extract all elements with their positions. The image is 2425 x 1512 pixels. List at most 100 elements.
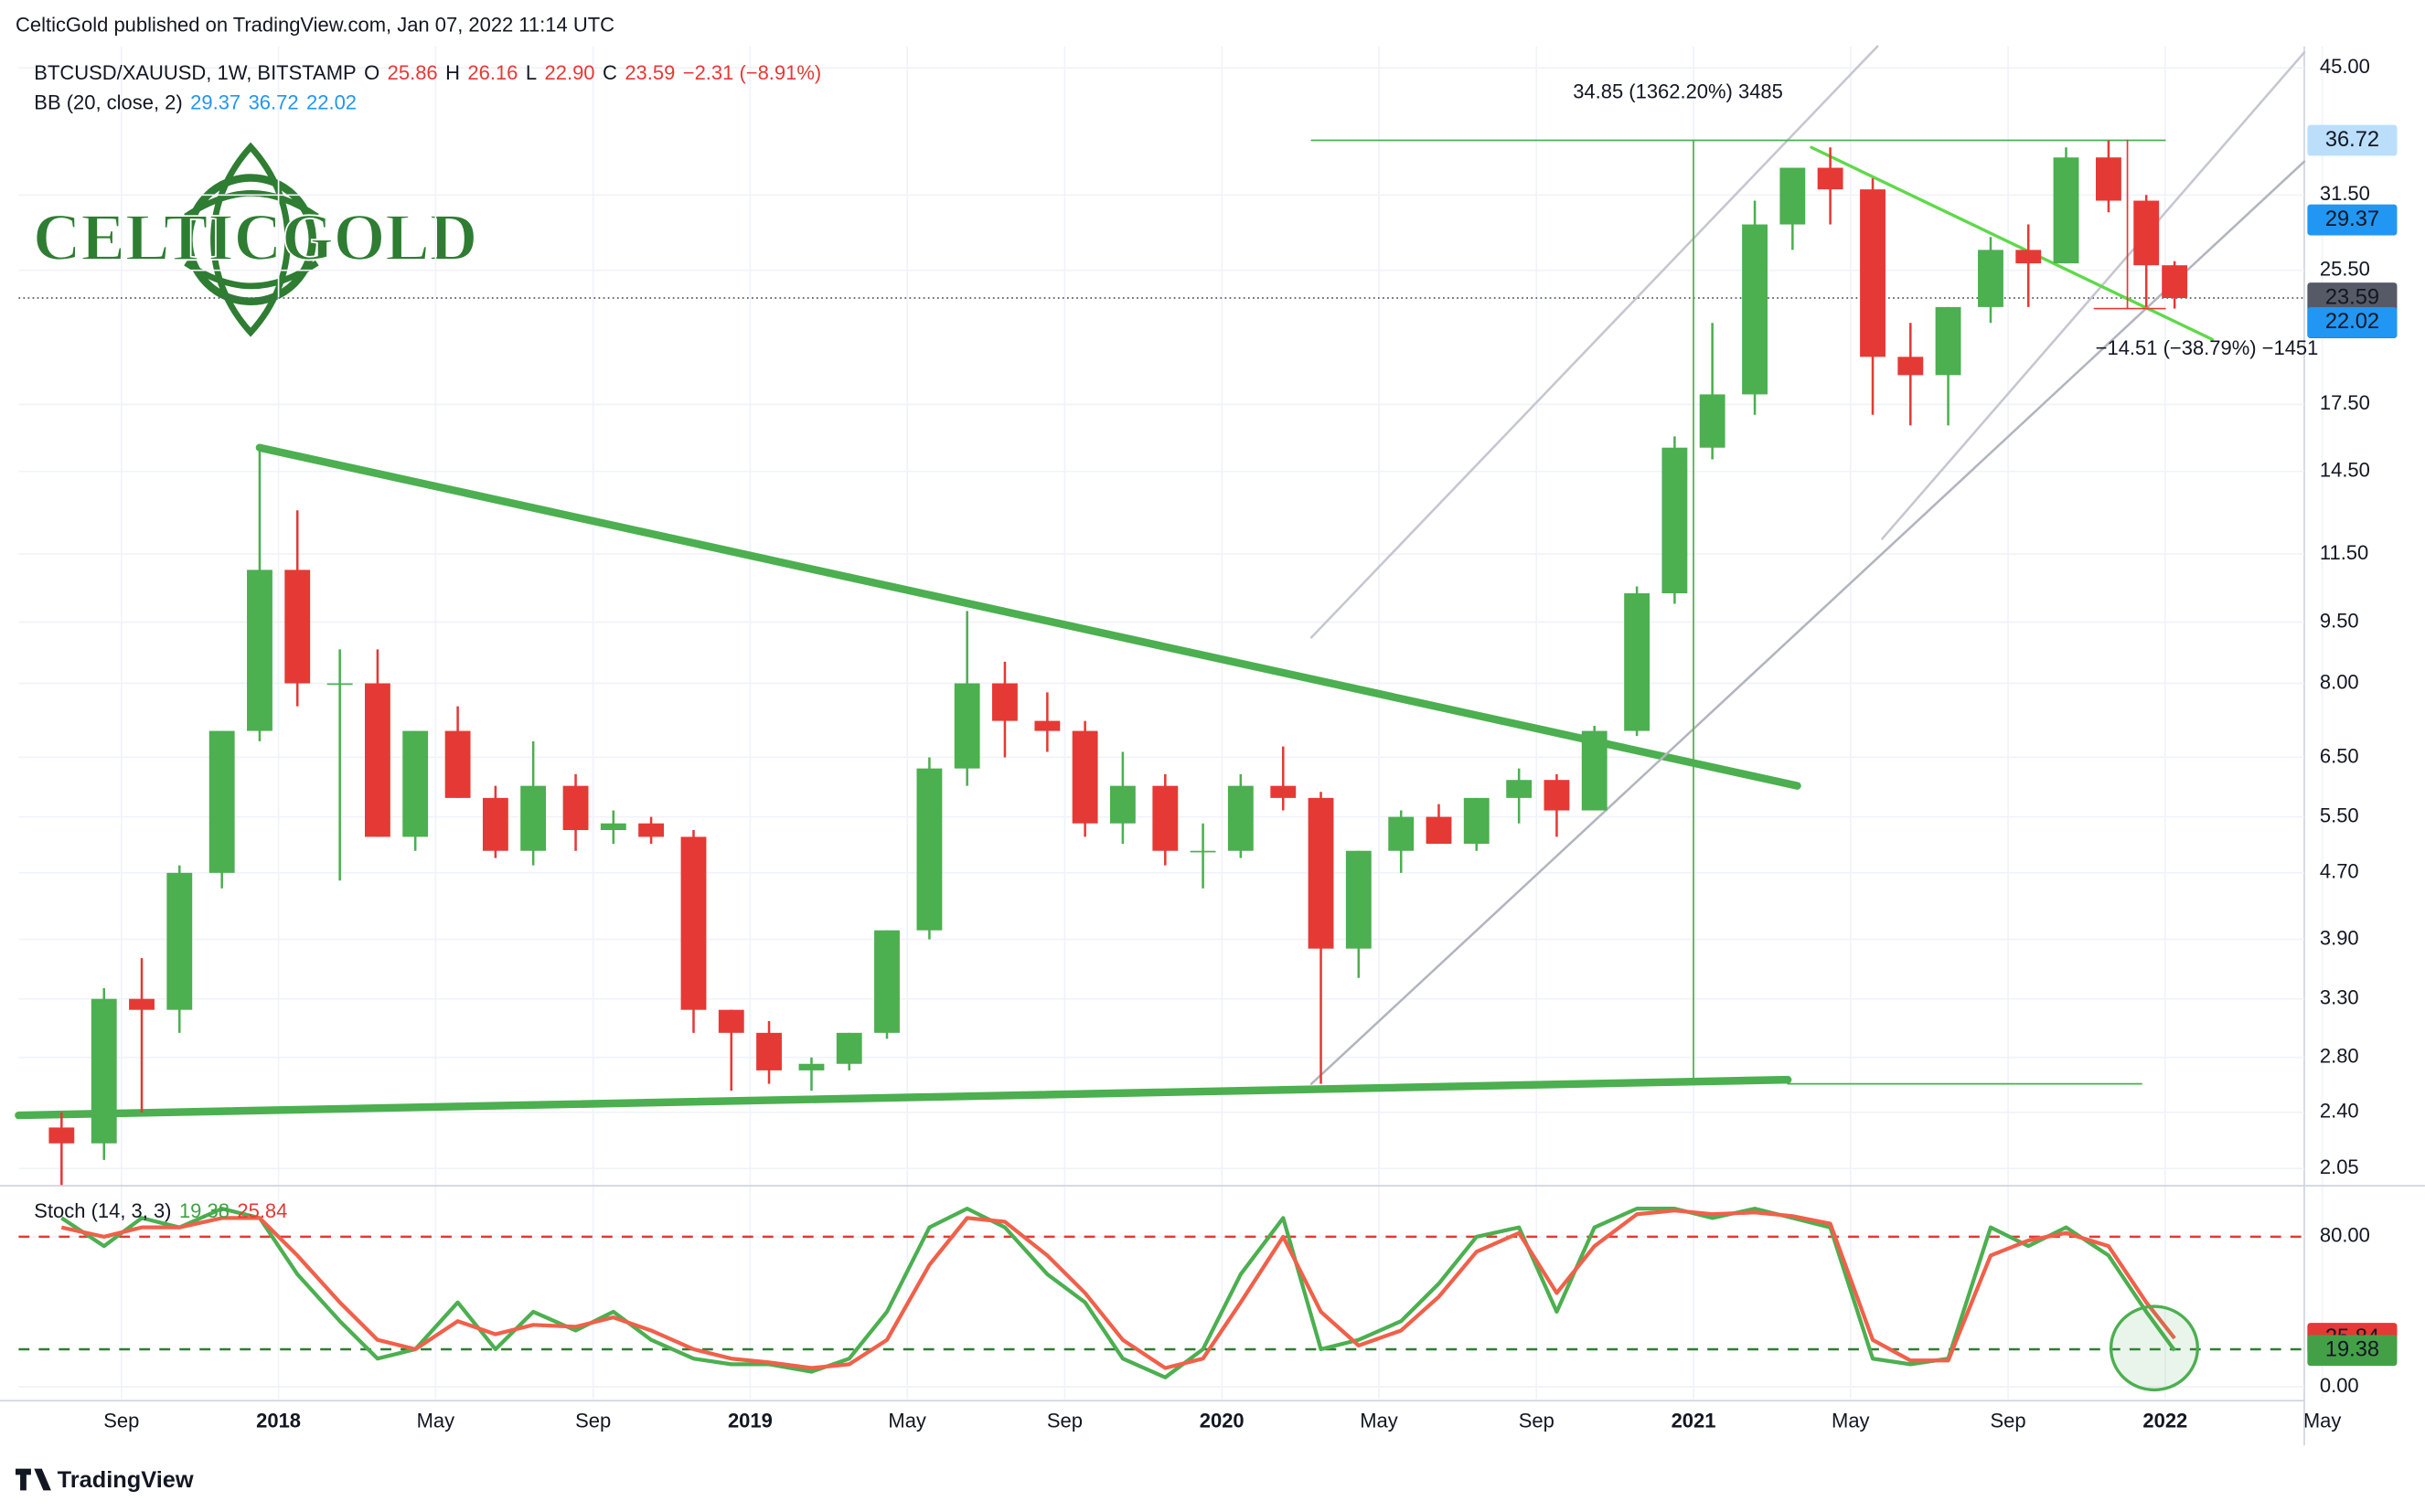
candle-body [1227, 785, 1254, 851]
candle-body [1817, 167, 1843, 190]
y-tick-label: 31.50 [2320, 182, 2370, 205]
candle-body [284, 570, 311, 684]
x-tick-label: Sep [575, 1410, 611, 1432]
price-label: 36.72 [2325, 128, 2379, 152]
candle-body [1308, 797, 1334, 949]
highlight-circle [2109, 1304, 2199, 1392]
candle-body [1978, 250, 2003, 307]
candle-body [992, 683, 1018, 721]
candle-body [364, 683, 390, 837]
candle-body [836, 1032, 862, 1064]
legend-item: 25.86 [388, 61, 438, 84]
candle-body [1345, 850, 1372, 949]
logo-knot [184, 142, 319, 337]
candle-body [402, 730, 429, 837]
trendline [1881, 51, 2306, 540]
candle-body [680, 836, 707, 1010]
candle-body [1699, 394, 1725, 448]
legend-item: 23.59 [625, 61, 675, 84]
candle-body [798, 1063, 825, 1070]
legend-line: BTCUSD/XAUUSD, 1W, BITSTAMP O 25.86 H 26.16 L… [34, 61, 821, 84]
price-label: 23.59 [2325, 285, 2379, 309]
x-tick-label: 2020 [1200, 1410, 1245, 1432]
candle-body [1034, 720, 1061, 731]
legend-item: 22.02 [306, 91, 357, 113]
legend-item: Stoch (14, 3, 3) [34, 1199, 171, 1222]
price-label: 29.37 [2325, 208, 2379, 231]
trendline [15, 1075, 1792, 1120]
footer-logo [16, 1468, 51, 1491]
legend-item: C [603, 61, 617, 84]
y-tick-label: 14.50 [2320, 459, 2370, 482]
candle-body [1935, 306, 1961, 376]
x-tick-label: Sep [1991, 1410, 2026, 1432]
x-tick-label: May [417, 1410, 455, 1432]
price-label-box [2307, 1335, 2398, 1367]
trendline [1309, 45, 1879, 639]
stoch-line [60, 1209, 2176, 1370]
y-tick-label: 0.00 [2320, 1374, 2359, 1397]
x-tick-label: Sep [1047, 1410, 1083, 1432]
candle-body [600, 823, 626, 831]
candle-body [48, 1127, 75, 1144]
candle-body [2053, 157, 2079, 264]
candle-body [1426, 816, 1452, 845]
y-tick-label: 25.50 [2320, 257, 2370, 280]
candle-body [208, 730, 235, 873]
x-tick-label: May [1360, 1410, 1398, 1432]
x-tick-label: Sep [103, 1410, 139, 1432]
candle-body [1270, 785, 1297, 798]
candle-body [2015, 250, 2042, 264]
candle-body [1581, 730, 1608, 811]
x-tick-label: 2021 [1672, 1410, 1716, 1432]
x-tick-label: Sep [1519, 1410, 1554, 1432]
y-tick-label: 3.90 [2320, 926, 2359, 949]
candle-body [247, 570, 272, 731]
candle-body [1544, 780, 1570, 811]
annotation: −14.51 (−38.79%) −1451 [2096, 336, 2319, 359]
price-label: 19.38 [2325, 1337, 2379, 1361]
candle-body [916, 768, 943, 931]
candle-body [954, 683, 980, 769]
x-tick-label: May [888, 1410, 926, 1432]
legend-item: 25.84 [237, 1199, 287, 1222]
legend-line: Stoch (14, 3, 3) 19.38 25.84 [34, 1199, 287, 1222]
candle-body [2162, 265, 2188, 299]
candle-body [1388, 816, 1415, 851]
candle-body [520, 785, 547, 851]
candle-body [1109, 785, 1136, 824]
candle-body [638, 823, 665, 837]
legend-item: L [526, 61, 537, 84]
candle-body [718, 1009, 744, 1033]
logo-text: CELTICGOLD [33, 200, 477, 274]
candle-body [874, 930, 900, 1033]
legend-line: BB (20, close, 2) 29.37 36.72 22.02 [34, 91, 357, 113]
y-tick-label: 2.05 [2320, 1155, 2359, 1178]
candle-body [326, 683, 353, 686]
candle-body [1897, 357, 1924, 376]
y-tick-label: 3.30 [2320, 985, 2359, 1008]
candle-body [1742, 224, 1768, 395]
y-tick-label: 4.70 [2320, 860, 2359, 883]
legend-item: 22.90 [545, 61, 595, 84]
legend-item: 26.16 [467, 61, 518, 84]
candle-body [1152, 785, 1179, 851]
x-tick-label: May [2303, 1410, 2342, 1432]
price-label-box [2307, 124, 2398, 156]
logo-ring [185, 174, 316, 306]
candle-body [129, 998, 155, 1010]
y-tick-label: 8.00 [2320, 670, 2359, 693]
x-tick-label: 2022 [2142, 1410, 2187, 1432]
y-tick-label: 2.40 [2320, 1100, 2359, 1123]
y-tick-label: 17.50 [2320, 391, 2370, 414]
trendline [255, 443, 1801, 790]
y-tick-label: 9.50 [2320, 609, 2359, 632]
annotation: 34.85 (1362.20%) 3485 [1573, 80, 1783, 102]
y-tick-label: 2.80 [2320, 1045, 2359, 1068]
price-label-box [2307, 204, 2398, 236]
candle-body [1190, 850, 1216, 853]
candle-body [91, 998, 117, 1144]
header: CelticGold published on TradingView.com,… [16, 14, 614, 37]
candle-body [482, 797, 508, 851]
